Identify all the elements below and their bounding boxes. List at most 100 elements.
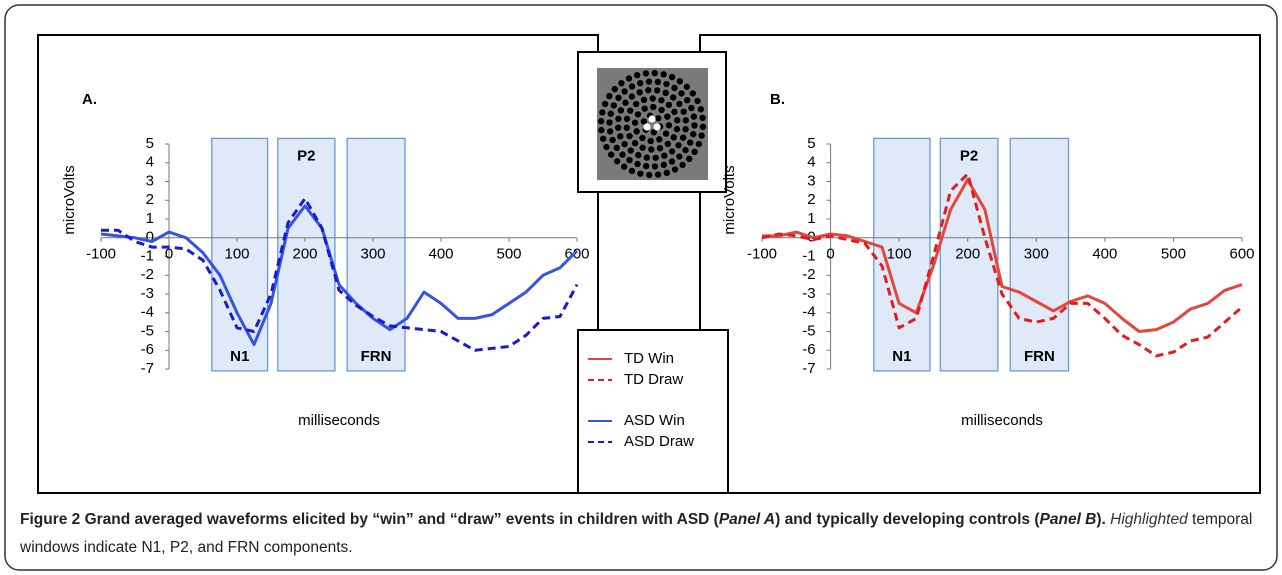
stimulus-dot xyxy=(637,79,644,87)
stimulus-dot xyxy=(634,160,641,168)
stimulus-dot xyxy=(619,151,626,158)
stimulus-dot xyxy=(648,115,656,123)
stimulus-dot xyxy=(627,107,634,114)
panel-label: A. xyxy=(82,91,97,108)
stimulus-dot xyxy=(645,78,653,85)
stimulus-dot xyxy=(615,94,622,102)
stimulus-dot xyxy=(663,80,670,88)
y-axis-label: microVolts xyxy=(61,165,78,234)
series-line xyxy=(100,204,579,347)
y-tick-label: -2 xyxy=(141,266,154,283)
x-axis-label: milliseconds xyxy=(298,412,380,429)
x-tick-label: 400 xyxy=(428,246,453,263)
stimulus-dot xyxy=(695,140,703,148)
stimulus-dot xyxy=(636,89,643,96)
stimulus-dot xyxy=(650,129,658,136)
stimulus-dot xyxy=(631,139,639,147)
stimulus-dot xyxy=(645,87,652,94)
stimulus-dot xyxy=(690,131,697,138)
stimulus-dot xyxy=(642,70,650,77)
series-line xyxy=(761,172,1243,358)
y-tick-label: 5 xyxy=(146,135,154,152)
stimulus-dot xyxy=(615,115,622,123)
caption-run: ) and typically developing controls ( xyxy=(775,511,1040,528)
stimulus-dot xyxy=(660,71,667,78)
stimulus-dot xyxy=(682,117,689,124)
stimulus-dot xyxy=(654,171,662,178)
stimulus-dot xyxy=(663,169,670,177)
stimulus-dot xyxy=(671,166,679,173)
caption-run: ). xyxy=(1096,511,1106,528)
y-tick-label: -6 xyxy=(141,341,154,358)
stimulus-dot xyxy=(631,119,639,126)
y-tick-label: -7 xyxy=(141,360,154,377)
x-tick-label: 100 xyxy=(887,246,912,263)
stimulus-dot xyxy=(611,85,618,93)
stimulus-dot xyxy=(626,156,633,164)
y-tick-label: 2 xyxy=(146,191,154,208)
y-tick-label: -2 xyxy=(802,266,815,283)
stimulus-dot xyxy=(662,130,670,137)
y-tick-label: -6 xyxy=(802,341,815,358)
highlight-window xyxy=(277,137,336,372)
stimulus-dot xyxy=(607,151,615,158)
stimulus-dot xyxy=(665,101,673,109)
y-tick-label: 1 xyxy=(146,210,154,227)
panel-border xyxy=(37,34,599,494)
stimulus-dot xyxy=(620,163,628,170)
stimulus-dot xyxy=(613,158,621,165)
highlight-window xyxy=(1009,137,1070,372)
stimulus-dot xyxy=(617,133,624,140)
stimulus-dot xyxy=(606,128,614,135)
stimulus-dot xyxy=(662,89,669,97)
legend-label: ASD Draw xyxy=(624,433,694,450)
stimulus-dot xyxy=(618,79,625,87)
caption: Figure 2 Grand averaged waveforms elicit… xyxy=(20,506,1255,562)
y-tick-label: -3 xyxy=(802,285,815,302)
stimulus-dot xyxy=(606,119,613,126)
stimulus-dot xyxy=(694,97,701,105)
x-axis-label: milliseconds xyxy=(961,412,1043,429)
stimulus-dot xyxy=(673,125,681,133)
x-tick-label: 0 xyxy=(165,246,173,263)
stimulus-dot xyxy=(670,94,677,101)
stimulus-dot xyxy=(668,148,676,155)
y-tick-label: -5 xyxy=(802,322,815,339)
stimulus-dot xyxy=(643,123,651,131)
stimulus-dot xyxy=(698,132,705,139)
x-tick-label: 300 xyxy=(360,246,385,263)
stimulus-dot xyxy=(635,151,642,159)
stimulus-dot xyxy=(649,95,656,102)
stimulus-dot xyxy=(628,93,636,100)
stimulus-dot xyxy=(598,126,605,134)
stimulus-dot xyxy=(676,153,683,160)
y-axis-label: microVolts xyxy=(721,165,738,234)
y-tick-label: 5 xyxy=(807,135,815,152)
y-tick-label: 4 xyxy=(146,154,154,171)
stimulus-background xyxy=(597,68,708,180)
stimulus-dot xyxy=(676,100,683,108)
window-label: P2 xyxy=(297,147,315,164)
stimulus-dot xyxy=(682,125,689,133)
y-tick-label: 3 xyxy=(146,172,154,189)
y-tick-label: -5 xyxy=(141,322,154,339)
x-tick-label: 600 xyxy=(1229,246,1254,263)
window-label: N1 xyxy=(230,348,249,365)
stimulus-dot xyxy=(607,110,614,117)
stimulus-dot xyxy=(599,109,606,116)
stimulus-dot xyxy=(627,147,634,154)
stimulus-dot xyxy=(676,78,684,85)
stimulus-image xyxy=(577,51,727,193)
y-tick-label: 2 xyxy=(807,191,815,208)
stimulus-dot xyxy=(609,136,616,144)
x-tick-label: 300 xyxy=(1024,246,1049,263)
stimulus-dot xyxy=(660,161,667,169)
stimulus-dot xyxy=(613,144,620,152)
stimulus-dot xyxy=(597,118,605,125)
stimulus-dot xyxy=(633,128,640,135)
stimulus-dot xyxy=(628,83,636,90)
stimulus-dot xyxy=(610,102,617,109)
stimulus-dot xyxy=(634,111,642,118)
figure-border xyxy=(4,4,1278,571)
y-tick-label: 4 xyxy=(807,154,815,171)
